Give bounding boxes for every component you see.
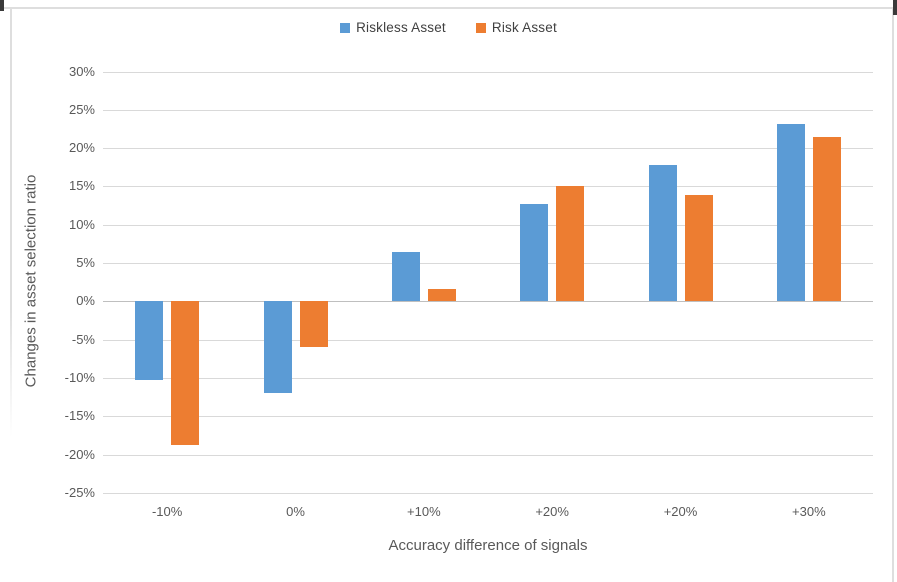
bar-riskless-asset-1 — [263, 301, 292, 394]
gridline — [103, 339, 873, 341]
screenshot-border-top — [0, 7, 897, 9]
bar-riskless-asset-3 — [520, 204, 549, 302]
y-tick-label: -15% — [64, 408, 95, 424]
gridline — [103, 263, 873, 265]
y-tick-label: 5% — [76, 255, 95, 271]
corner-artifact-top-left — [0, 0, 4, 11]
x-tick-label: 0% — [286, 504, 305, 519]
chart-legend: Riskless Asset Risk Asset — [0, 20, 897, 35]
bar-riskless-asset-2 — [391, 251, 420, 302]
y-tick-label: 25% — [68, 101, 95, 117]
x-axis-title: Accuracy difference of signals — [388, 537, 588, 554]
screenshot-border-right — [892, 7, 894, 582]
bar-risk-asset-1 — [299, 301, 328, 348]
bar-risk-asset-5 — [812, 137, 841, 302]
gridline — [103, 109, 873, 111]
bar-risk-asset-3 — [556, 186, 585, 302]
gridline — [103, 186, 873, 188]
y-tick-label: -5% — [71, 331, 95, 347]
bar-risk-asset-2 — [427, 289, 456, 302]
y-tick-label: -10% — [64, 370, 95, 386]
legend-item-riskless-asset: Riskless Asset — [340, 20, 446, 35]
y-tick-label: 15% — [68, 178, 95, 194]
gridline — [103, 416, 873, 418]
bar-risk-asset-4 — [684, 194, 713, 302]
legend-swatch-icon — [340, 22, 351, 33]
corner-artifact-top-right — [893, 0, 897, 15]
y-tick-label: 30% — [68, 63, 95, 79]
gridline — [103, 454, 873, 456]
y-axis-title: Changes in asset selection ratio — [22, 174, 40, 388]
legend-swatch-icon — [475, 22, 486, 33]
legend-item-risk-asset: Risk Asset — [475, 20, 557, 35]
y-tick-label: 20% — [68, 140, 95, 156]
bar-riskless-asset-4 — [648, 164, 677, 302]
y-tick-label: -20% — [64, 446, 95, 462]
legend-label: Riskless Asset — [356, 20, 446, 35]
gridline — [103, 378, 873, 380]
gridline — [103, 224, 873, 226]
bar-riskless-asset-0 — [135, 301, 164, 380]
x-tick-label: +10% — [407, 504, 441, 519]
gridline — [103, 148, 873, 150]
bar-risk-asset-0 — [171, 301, 200, 446]
legend-label: Risk Asset — [491, 20, 557, 35]
x-tick-label: +30% — [792, 504, 826, 519]
y-tick-label: 0% — [76, 293, 95, 309]
y-tick-label: -25% — [64, 485, 95, 500]
gridline — [103, 493, 873, 494]
y-tick-label: 10% — [68, 216, 95, 232]
zero-axis-line — [103, 301, 873, 303]
x-tick-label: +20% — [535, 504, 569, 519]
x-tick-label: -10% — [151, 504, 183, 519]
bar-riskless-asset-5 — [776, 123, 805, 302]
plot-area — [103, 71, 873, 494]
gridline — [103, 71, 873, 73]
screenshot-border-left — [10, 7, 12, 437]
x-tick-label: +20% — [663, 504, 698, 519]
